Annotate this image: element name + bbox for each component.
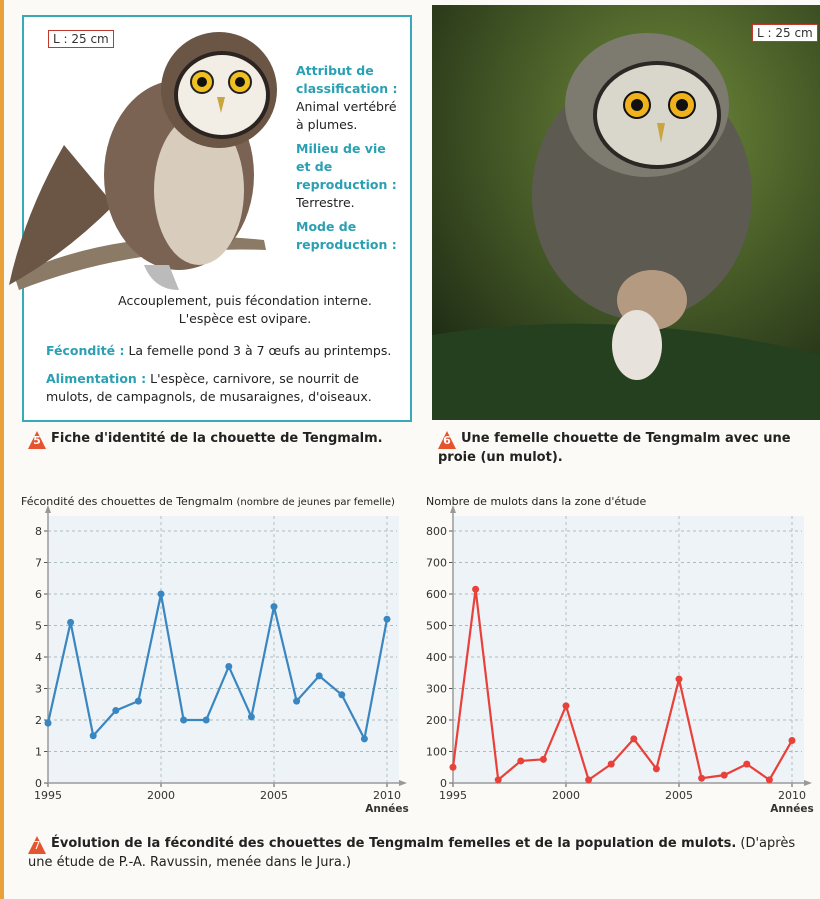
caption: 7 Évolution de la fécondité des chouettes… xyxy=(28,835,813,872)
y-tick-label: 100 xyxy=(426,746,447,759)
y-tick-label: 5 xyxy=(35,620,42,633)
data-point xyxy=(248,713,255,720)
y-tick-label: 4 xyxy=(35,651,42,664)
y-tick-label: 700 xyxy=(426,557,447,570)
data-point xyxy=(608,761,615,768)
chart-title: Nombre de mulots dans la zone d'étude xyxy=(426,495,646,508)
owl-illustration xyxy=(4,25,294,310)
field-label: Alimentation : xyxy=(46,371,146,386)
data-point xyxy=(585,776,592,783)
x-tick-label: 2010 xyxy=(778,789,806,802)
field-group: Attribut de classification : Animal vert… xyxy=(296,62,404,254)
data-point xyxy=(361,735,368,742)
chart: Nombre de mulots dans la zone d'étude010… xyxy=(420,490,815,825)
plot-background xyxy=(48,516,399,783)
x-tick-label: 2000 xyxy=(552,789,580,802)
doc-number: 7 xyxy=(28,836,46,854)
data-point xyxy=(495,776,502,783)
field-label: Mode de reproduction : xyxy=(296,218,404,254)
doc-number: 5 xyxy=(28,431,46,449)
x-axis-arrow xyxy=(804,780,812,786)
x-axis-label: Années xyxy=(365,803,409,815)
data-point xyxy=(158,591,165,598)
caption: 5 Fiche d'identité de la chouette de Teng… xyxy=(28,430,418,449)
y-tick-label: 3 xyxy=(35,683,42,696)
data-point xyxy=(721,772,728,779)
x-tick-label: 2010 xyxy=(373,789,401,802)
data-point xyxy=(789,737,796,744)
data-point xyxy=(743,761,750,768)
card-size-label: L : 25 cm xyxy=(48,28,114,47)
title-main: Fécondité des chouettes de Tengmalm xyxy=(21,495,233,508)
data-point xyxy=(67,619,74,626)
data-point xyxy=(112,707,119,714)
y-tick-label: 200 xyxy=(426,714,447,727)
y-tick-label: 800 xyxy=(426,525,447,538)
y-tick-label: 1 xyxy=(35,746,42,759)
data-point xyxy=(338,691,345,698)
chart-title: Fécondité des chouettes de Tengmalm (nom… xyxy=(21,495,395,508)
y-tick-label: 300 xyxy=(426,683,447,696)
size-label: L : 25 cm xyxy=(752,24,818,42)
x-axis-arrow xyxy=(399,780,407,786)
field-text: La femelle pond 3 à 7 œufs au printemps. xyxy=(128,343,391,358)
data-point xyxy=(180,717,187,724)
x-tick-label: 1995 xyxy=(34,789,62,802)
data-point xyxy=(676,676,683,683)
x-axis-label: Années xyxy=(770,803,814,815)
x-tick-label: 2000 xyxy=(147,789,175,802)
caption-bold: Évolution de la fécondité des chouettes … xyxy=(51,836,736,851)
data-point xyxy=(225,663,232,670)
data-point xyxy=(472,586,479,593)
photo-size-label: L : 25 cm xyxy=(752,22,818,41)
data-point xyxy=(698,775,705,782)
plot-background xyxy=(453,516,804,783)
title-main: Nombre de mulots dans la zone d'étude xyxy=(426,495,646,508)
data-point xyxy=(203,717,210,724)
y-tick-label: 7 xyxy=(35,557,42,570)
x-tick-label: 2005 xyxy=(665,789,693,802)
field-text: Accouplement, puis fécondation interne. … xyxy=(100,292,390,328)
data-point xyxy=(271,603,278,610)
y-tick-label: 600 xyxy=(426,588,447,601)
field-row: Fécondité : La femelle pond 3 à 7 œufs a… xyxy=(46,342,404,360)
x-tick-label: 1995 xyxy=(439,789,467,802)
field-label: Fécondité : xyxy=(46,343,124,358)
y-tick-label: 400 xyxy=(426,651,447,664)
data-point xyxy=(563,702,570,709)
y-tick-label: 6 xyxy=(35,588,42,601)
field-text: Terrestre. xyxy=(296,194,404,212)
data-point xyxy=(517,757,524,764)
y-tick-label: 500 xyxy=(426,620,447,633)
doc-number: 6 xyxy=(438,431,456,449)
data-point xyxy=(90,732,97,739)
data-point xyxy=(135,698,142,705)
caption-text: Une femelle chouette de Tengmalm avec un… xyxy=(438,431,791,465)
field-label: Attribut de classification : xyxy=(296,62,404,98)
title-note: (nombre de jeunes par femelle) xyxy=(237,497,396,508)
data-point xyxy=(630,735,637,742)
data-point xyxy=(45,720,52,727)
size-label: L : 25 cm xyxy=(48,30,114,48)
field-text: Animal vertébré à plumes. xyxy=(296,98,404,134)
chart: Fécondité des chouettes de Tengmalm (nom… xyxy=(15,490,410,825)
caption-text: Fiche d'identité de la chouette de Tengm… xyxy=(51,431,383,446)
y-tick-label: 2 xyxy=(35,714,42,727)
page: L : 25 cm Attribut de classification : A… xyxy=(0,0,820,899)
x-tick-label: 2005 xyxy=(260,789,288,802)
field-label: Milieu de vie et de reproduction : xyxy=(296,140,404,194)
field-row: Alimentation : L'espèce, carnivore, se n… xyxy=(46,370,404,406)
data-point xyxy=(384,616,391,623)
data-point xyxy=(653,765,660,772)
y-tick-label: 8 xyxy=(35,525,42,538)
owl-photo xyxy=(432,5,820,420)
data-point xyxy=(316,672,323,679)
data-point xyxy=(540,756,547,763)
data-point xyxy=(450,764,457,771)
data-point xyxy=(293,698,300,705)
data-point xyxy=(766,776,773,783)
